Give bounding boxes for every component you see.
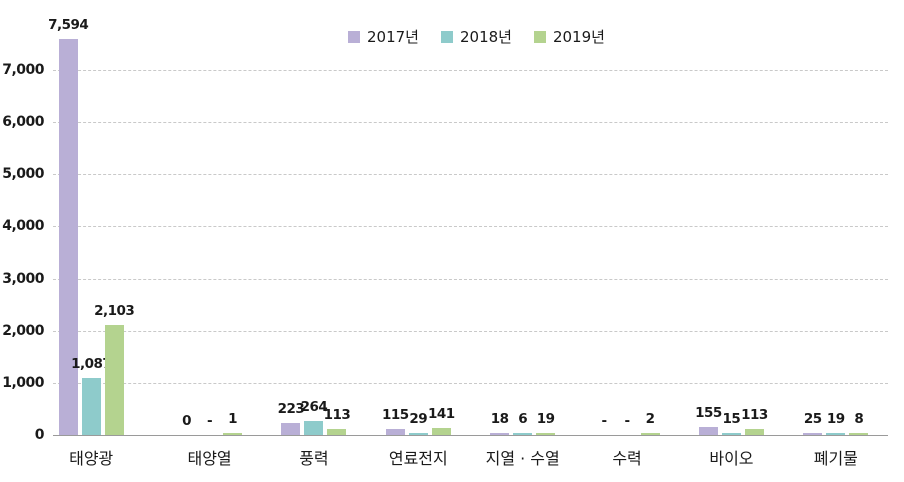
- value-label: 15: [722, 411, 741, 427]
- y-tick-label: 2,000: [2, 322, 44, 339]
- value-label: 1: [228, 411, 238, 427]
- bar-2019년: [223, 433, 243, 435]
- value-label: 223: [277, 401, 305, 418]
- bar-2019년: [104, 325, 124, 435]
- y-tick-label: 3,000: [2, 270, 44, 287]
- value-label: -: [624, 413, 631, 429]
- x-category-label: 태양열: [187, 449, 232, 468]
- legend-swatch: [348, 30, 360, 43]
- x-category-label: 수력: [612, 449, 642, 468]
- x-category-label: 연료전지: [388, 449, 448, 468]
- value-label: 19: [826, 411, 845, 427]
- y-tick-label: 4,000: [2, 218, 44, 235]
- value-label: 18: [490, 411, 509, 427]
- gridline: [53, 174, 888, 176]
- legend-item-2018: 2018년: [440, 26, 512, 47]
- y-tick-label: 5,000: [2, 166, 44, 183]
- value-label: 2,103: [94, 303, 135, 320]
- bar-2019년: [744, 429, 764, 435]
- bar-2018년: [721, 433, 741, 435]
- value-label: 7,594: [48, 17, 89, 34]
- gridline: [53, 278, 888, 280]
- value-label: 113: [741, 407, 768, 424]
- value-label: 141: [427, 405, 455, 422]
- y-tick-label: 1,000: [2, 374, 44, 391]
- y-tick-label: 6,000: [2, 114, 44, 131]
- bar-2018년: [304, 421, 324, 435]
- value-label: 115: [381, 407, 409, 423]
- bar-2018년: [513, 433, 533, 435]
- legend-label: 2017년: [367, 28, 419, 46]
- gridline: [53, 330, 888, 332]
- bar-2017년: [281, 423, 301, 435]
- value-label: 264: [300, 399, 328, 416]
- x-category-label: 지열 · 수열: [485, 449, 560, 468]
- y-tick-label: 7,000: [2, 62, 44, 78]
- bar-2017년: [385, 429, 405, 435]
- value-label: 155: [695, 404, 722, 421]
- x-axis-line: [53, 435, 888, 436]
- gridline: [53, 382, 888, 384]
- x-category-label: 풍력: [299, 449, 329, 468]
- value-label: 8: [854, 411, 864, 427]
- bar-2018년: [81, 378, 101, 435]
- value-label: -: [601, 413, 608, 429]
- bar-2017년: [803, 433, 823, 435]
- legend-label: 2019년: [552, 28, 605, 46]
- y-tick-label: 0: [34, 427, 45, 443]
- legend-swatch: [533, 30, 546, 43]
- bar-2019년: [640, 433, 660, 435]
- bar-2019년: [849, 433, 869, 435]
- value-label: 113: [323, 407, 351, 424]
- legend: 2017년 2018년 2019년: [348, 26, 605, 47]
- bar-2019년: [431, 427, 451, 435]
- value-label: -: [207, 413, 213, 429]
- bar-2017년: [698, 426, 718, 435]
- value-label: 6: [518, 411, 528, 427]
- bar-2017년: [490, 433, 510, 435]
- value-label: 25: [803, 411, 822, 427]
- bar-2019년: [536, 433, 556, 435]
- bar-2018년: [408, 433, 428, 435]
- legend-item-2017: 2017년: [348, 26, 419, 47]
- legend-label: 2018년: [459, 28, 512, 46]
- bar-2019년: [327, 429, 347, 435]
- gridline: [53, 70, 888, 71]
- x-category-label: 폐기물: [813, 449, 858, 468]
- x-category-label: 바이오: [709, 449, 754, 468]
- legend-item-2019: 2019년: [533, 26, 605, 47]
- value-label: 0: [182, 413, 192, 429]
- gridline: [53, 122, 888, 124]
- value-label: 19: [536, 411, 555, 427]
- value-label: 29: [409, 411, 428, 427]
- x-category-label: 태양광: [69, 449, 114, 468]
- value-label: 2: [645, 411, 655, 427]
- bar-2017년: [58, 39, 78, 435]
- bar-2018년: [826, 433, 846, 435]
- legend-swatch: [440, 30, 453, 43]
- gridline: [53, 226, 888, 228]
- value-label: 1,087: [71, 356, 112, 373]
